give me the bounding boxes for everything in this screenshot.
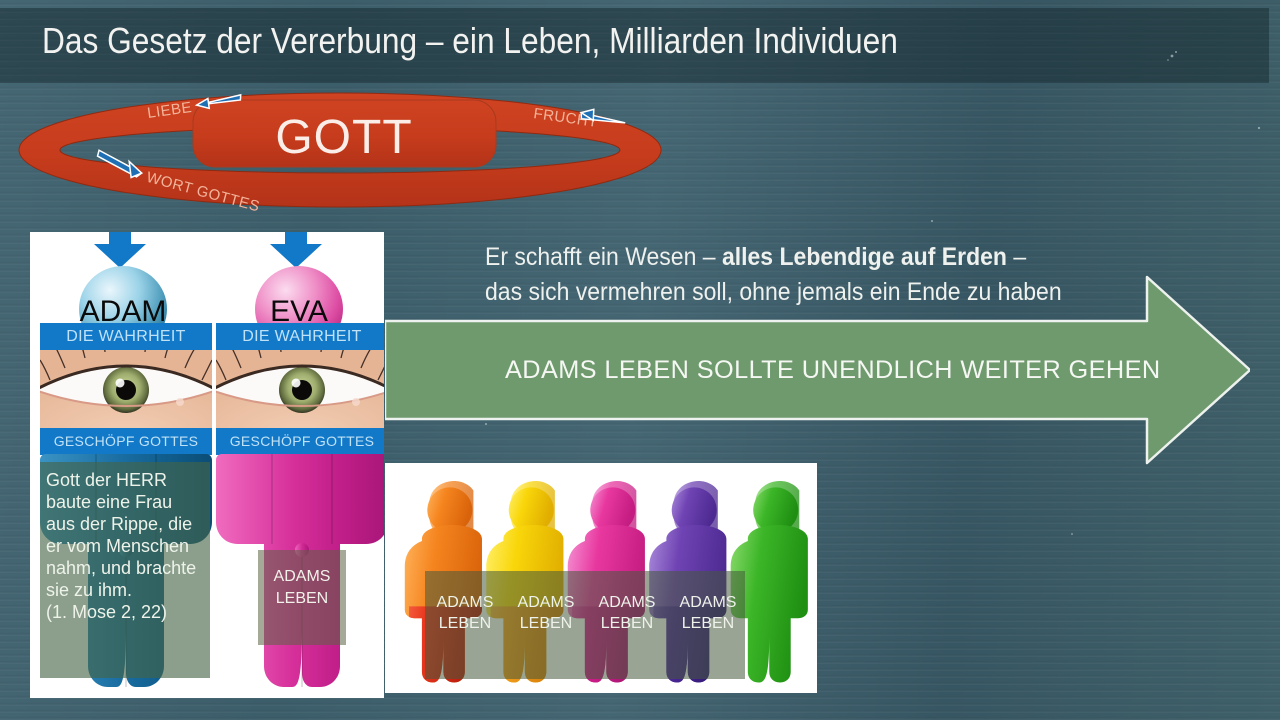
svg-text:ADAMS LEBEN SOLLTE UNENDLICH W: ADAMS LEBEN SOLLTE UNENDLICH WEITER GEHE… (505, 356, 1161, 384)
svg-text:GOTT: GOTT (275, 111, 412, 164)
